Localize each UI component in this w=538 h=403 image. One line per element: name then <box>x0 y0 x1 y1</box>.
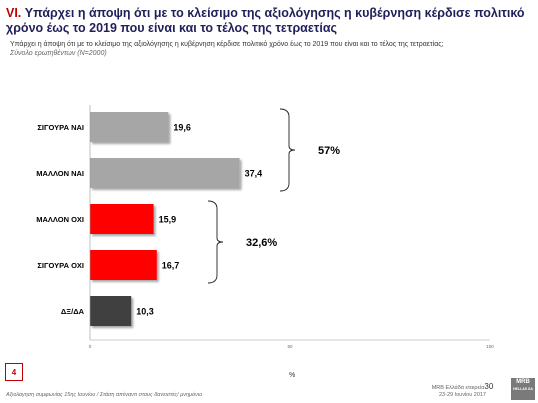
category-label-3: ΣΙΓΟΥΡΑ ΟΧΙ <box>37 261 84 270</box>
title-text: Υπάρχει η άποψη ότι με το κλείσιμο της α… <box>6 6 525 35</box>
bar-2 <box>90 204 154 234</box>
bar-1 <box>90 158 240 188</box>
value-label-0: 19,6 <box>173 123 191 133</box>
group-brace-0 <box>279 108 296 192</box>
bar-0 <box>90 112 169 142</box>
group-total-label-0: 57% <box>318 145 340 157</box>
mrb-logo: MRB HELLAS SA <box>511 378 535 400</box>
question-text: Υπάρχει η άποψη ότι με το κλείσιμο της α… <box>10 41 444 48</box>
bar-4 <box>90 296 132 326</box>
value-label-2: 15,9 <box>159 215 177 225</box>
sample-base: Σύνολο ερωτηθέντων (N=2000) <box>10 50 107 57</box>
x-tick-label-1: 50 <box>287 344 293 349</box>
footer-company: MRB Ελλάδα εταιρεία <box>431 385 485 391</box>
x-tick-label-0: 0 <box>89 344 92 349</box>
category-label-0: ΣΙΓΟΥΡΑ ΝΑΙ <box>37 123 84 132</box>
page-title: VI. Υπάρχει η άποψη ότι με το κλείσιμο τ… <box>6 6 526 36</box>
category-label-2: ΜΑΛΛΟΝ ΟΧΙ <box>36 215 84 224</box>
group-brace-1 <box>207 200 224 284</box>
title-number: VI. <box>6 6 22 20</box>
category-label-4: ΔΞ/ΔΑ <box>61 307 85 316</box>
group-total-label-1: 32,6% <box>246 237 277 249</box>
logo-text: MRB <box>516 379 530 385</box>
x-tick-label-2: 100 <box>486 344 494 349</box>
x-axis-label: % <box>289 372 296 379</box>
footer-info: MRB Ελλάδα εταιρεία30 23-29 Ιουνίου 2017 <box>420 383 505 399</box>
footer-page: 30 <box>484 382 494 391</box>
logo-subtext: HELLAS SA <box>513 387 533 391</box>
value-label-4: 10,3 <box>136 307 154 317</box>
footer-note: Αξιολόγηση συμφωνίας 15ης Ιουνίου / Στάσ… <box>6 392 203 398</box>
page-number-box: 4 <box>5 363 23 381</box>
value-label-1: 37,4 <box>245 169 263 179</box>
bar-3 <box>90 250 157 280</box>
footer-dates: 23-29 Ιουνίου 2017 <box>439 392 486 398</box>
category-label-1: ΜΑΛΛΟΝ ΝΑΙ <box>36 169 84 178</box>
value-label-3: 16,7 <box>162 261 180 271</box>
